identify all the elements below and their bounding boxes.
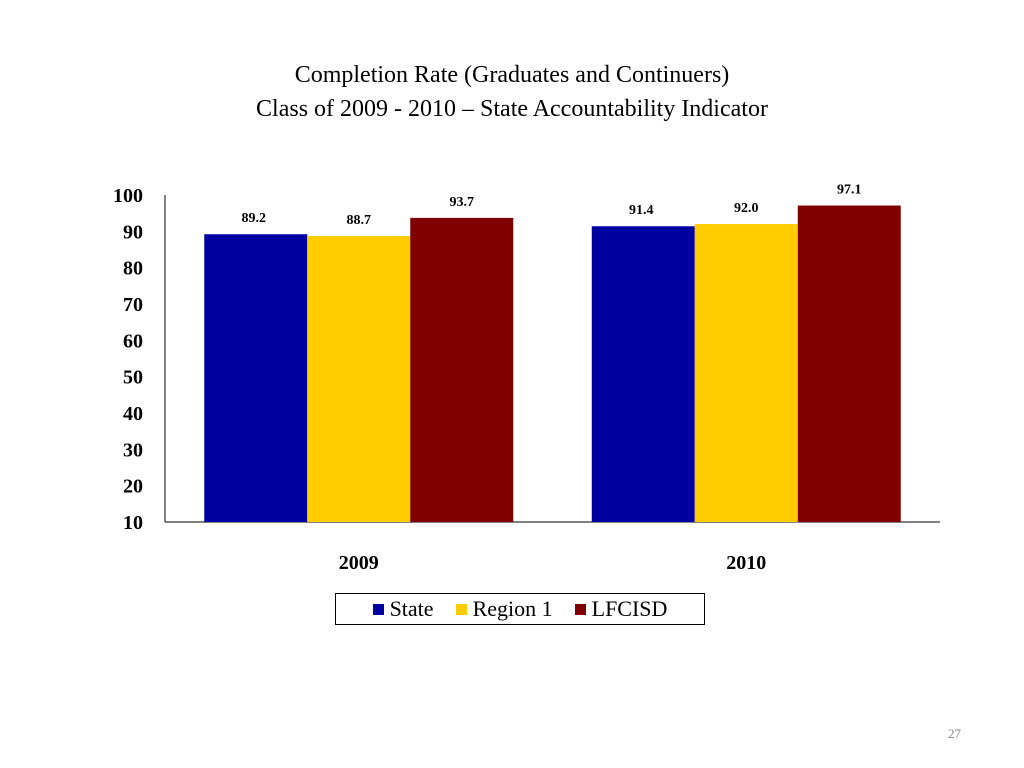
data-label: 92.0 [734, 201, 759, 216]
title-line-2: Class of 2009 - 2010 – State Accountabil… [256, 96, 768, 122]
data-label: 89.2 [242, 211, 267, 226]
legend-swatch-region-1 [455, 603, 467, 615]
bar-region-1-2010 [694, 224, 798, 523]
y-tick-label: 50 [123, 367, 143, 389]
legend-label-state: State [389, 596, 434, 621]
legend-swatch-lfcisd [574, 603, 586, 615]
y-tick-label: 90 [123, 221, 143, 243]
y-tick-label: 20 [123, 476, 143, 498]
bar-state-2009 [204, 234, 308, 523]
y-tick-label: 40 [123, 403, 143, 425]
data-label: 97.1 [837, 183, 862, 198]
page-number: 27 [948, 726, 961, 741]
y-tick-label: 80 [123, 258, 143, 280]
data-label: 91.4 [629, 203, 654, 218]
y-tick-label: 30 [123, 439, 143, 461]
x-tick-label: 2009 [339, 552, 379, 574]
data-label: 88.7 [347, 213, 372, 228]
legend-swatch-state [372, 603, 384, 615]
legend-item-region-1: Region 1 [455, 596, 553, 622]
legend-label-region-1: Region 1 [472, 596, 553, 621]
bar-lfcisd-2009 [410, 217, 514, 522]
legend-item-state: State [372, 596, 434, 622]
y-tick-label: 100 [113, 185, 143, 207]
y-tick-label: 10 [123, 512, 143, 534]
chart-title: Completion Rate (Graduates and Continuer… [0, 58, 1024, 126]
chart-legend: State Region 1 LFCISD [335, 593, 705, 625]
title-line-1: Completion Rate (Graduates and Continuer… [294, 62, 730, 88]
data-label: 93.7 [450, 195, 475, 210]
bar-state-2010 [591, 226, 695, 522]
legend-label-lfcisd: LFCISD [591, 596, 668, 621]
bar-region-1-2009 [307, 236, 411, 522]
y-tick-label: 70 [123, 294, 143, 316]
x-tick-label: 2010 [726, 552, 766, 574]
legend-item-lfcisd: LFCISD [574, 596, 668, 622]
bar-lfcisd-2010 [797, 205, 901, 522]
y-tick-label: 60 [123, 330, 143, 352]
